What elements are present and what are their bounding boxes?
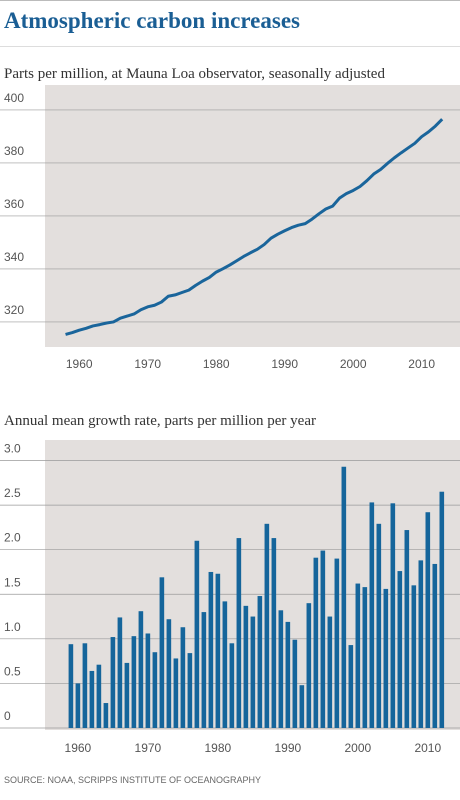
bar [341, 466, 347, 728]
bar [397, 571, 403, 728]
bar [159, 577, 165, 728]
x-tick-label: 1990 [274, 741, 301, 755]
bar [236, 538, 242, 728]
bar [82, 643, 88, 728]
bar [285, 621, 291, 728]
x-tick-label: 2000 [340, 357, 367, 371]
x-tick-label: 2010 [408, 357, 435, 371]
x-tick-label: 1980 [203, 357, 230, 371]
bar [425, 512, 431, 728]
x-tick-label: 1970 [135, 741, 162, 755]
bar [313, 557, 319, 728]
x-tick-label: 1980 [205, 741, 232, 755]
bar [383, 588, 389, 728]
bar [334, 558, 340, 728]
bar [327, 616, 333, 728]
y-tick-label: 0.5 [4, 664, 21, 678]
bar [215, 573, 221, 728]
bar [187, 653, 193, 728]
bar [278, 610, 284, 728]
bar [75, 683, 81, 728]
line [65, 118, 444, 336]
bar [138, 611, 144, 728]
x-tick-label: 1960 [65, 741, 92, 755]
bar [103, 703, 109, 728]
bar [257, 596, 263, 728]
subtitle: Parts per million, at Mauna Loa observat… [4, 66, 385, 82]
x-tick-label: 2000 [344, 741, 371, 755]
y-tick-label: 2.5 [4, 486, 21, 500]
y-tick-label: 3.0 [4, 442, 21, 456]
y-tick-label: 320 [4, 303, 24, 317]
source: SOURCE: NOAA, SCRIPPS INSTITUTE OF OCEAN… [4, 775, 261, 785]
bar [222, 601, 228, 728]
bar [180, 627, 186, 728]
y-tick-label: 400 [4, 91, 24, 105]
bar [208, 571, 214, 728]
bar [145, 633, 151, 728]
bar [348, 645, 354, 728]
subtitle: Annual mean growth rate, parts per milli… [4, 413, 316, 429]
bar [110, 637, 116, 728]
bar [243, 605, 249, 728]
x-tick-label: 2010 [414, 741, 441, 755]
y-tick-label: 2.0 [4, 531, 21, 545]
bar [320, 550, 326, 728]
bar [124, 662, 130, 728]
bar [152, 652, 158, 728]
bar [173, 658, 179, 728]
bar [131, 636, 137, 728]
bar [229, 643, 235, 728]
y-tick-label: 360 [4, 197, 24, 211]
y-tick-label: 1.0 [4, 620, 21, 634]
bar [194, 540, 200, 728]
bar [390, 503, 396, 728]
x-tick-label: 1990 [271, 357, 298, 371]
title: Atmospheric carbon increases [4, 8, 300, 33]
bar [418, 560, 424, 728]
bar [264, 523, 270, 728]
bar [411, 585, 417, 728]
bar [376, 523, 382, 728]
y-tick-label: 380 [4, 144, 24, 158]
y-tick-label: 340 [4, 250, 24, 264]
bar [201, 612, 207, 728]
bar [432, 563, 438, 728]
bar [362, 587, 368, 728]
bar [96, 664, 102, 728]
bar [404, 530, 410, 728]
bar [292, 639, 298, 728]
bar [299, 685, 305, 728]
x-tick-label: 1970 [134, 357, 161, 371]
y-tick-label: 0 [4, 709, 11, 723]
bar [271, 538, 277, 728]
x-tick-label: 1960 [66, 357, 93, 371]
bar [117, 617, 123, 728]
bar [68, 644, 74, 728]
bar [89, 670, 95, 728]
bar [166, 619, 172, 728]
y-tick-label: 1.5 [4, 575, 21, 589]
bar [369, 502, 375, 728]
bar [439, 491, 445, 728]
bar [355, 583, 361, 728]
bar [250, 616, 256, 728]
bar [306, 603, 312, 728]
